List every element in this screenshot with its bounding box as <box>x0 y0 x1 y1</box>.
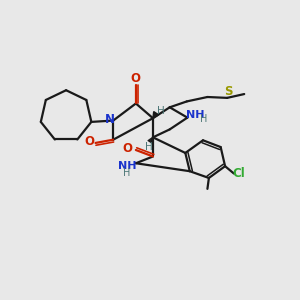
Text: H: H <box>145 142 152 152</box>
Text: NH: NH <box>185 110 204 120</box>
Text: H: H <box>157 106 164 116</box>
Text: O: O <box>84 135 94 148</box>
Text: NH: NH <box>118 161 136 171</box>
Text: H: H <box>123 168 131 178</box>
Text: O: O <box>131 72 141 85</box>
Text: Cl: Cl <box>233 167 246 180</box>
Polygon shape <box>153 112 159 118</box>
Text: O: O <box>123 142 133 155</box>
Text: N: N <box>105 112 115 126</box>
Text: S: S <box>224 85 232 98</box>
Text: H: H <box>200 114 208 124</box>
